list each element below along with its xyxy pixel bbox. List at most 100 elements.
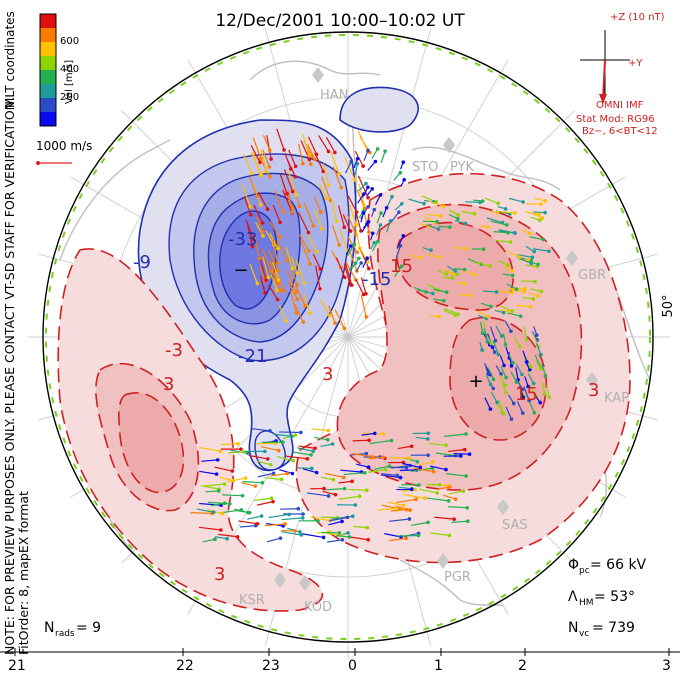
velocity-vector	[513, 337, 521, 347]
velocity-vector-dot	[281, 440, 285, 444]
velocity-vector	[318, 135, 330, 152]
velocity-vector	[228, 451, 245, 454]
velocity-vector-dot	[378, 193, 383, 197]
velocity-vector	[483, 328, 489, 342]
velocity-vector-dot	[459, 454, 463, 458]
velocity-vector	[331, 224, 340, 246]
velocity-vector-dot	[429, 248, 433, 253]
velocity-vector-dot	[267, 148, 272, 152]
velocity-vector-dot	[447, 533, 452, 538]
velocity-vector-dot	[222, 482, 227, 486]
velocity-vector-dot	[214, 472, 219, 476]
mlt-axis: 21 22 23 0 1 2 3	[8, 648, 671, 674]
velocity-vector-dot	[426, 520, 430, 525]
colorbar-segment	[40, 42, 56, 57]
velocity-vector-dot	[431, 469, 436, 474]
velocity-vector-dot	[361, 211, 366, 215]
velocity-vector-dot	[342, 326, 347, 331]
velocity-vector-dot	[397, 210, 401, 214]
preview-notice: NOTE: FOR PREVIEW PURPOSES ONLY. PLEASE …	[2, 97, 17, 655]
mlt-tick-label: 2	[518, 658, 527, 674]
velocity-vector-dot	[287, 512, 292, 517]
velocity-vector	[252, 137, 262, 159]
velocity-vector-dot	[512, 231, 517, 235]
velocity-vector-dot	[349, 159, 353, 164]
velocity-vector-dot	[453, 497, 458, 502]
velocity-vector-dot	[249, 212, 253, 217]
velocity-vector-dot	[257, 256, 262, 261]
velocity-vector	[277, 240, 288, 262]
velocity-vector-dot	[503, 342, 508, 347]
velocity-vector-dot	[450, 276, 455, 280]
velocity-vector-dot	[480, 348, 484, 352]
colorbar-segment	[40, 98, 56, 113]
velocity-colorbar: 600 400 200	[39, 13, 79, 127]
velocity-vector	[444, 433, 467, 437]
velocity-vector-dot	[541, 237, 546, 242]
velocity-vector-dot	[269, 157, 273, 161]
velocity-vector-dot	[424, 290, 428, 294]
velocity-vector-dot	[456, 216, 460, 221]
hm-boundary	[45, 34, 651, 640]
velocity-vector	[408, 198, 425, 205]
velocity-vector-dot	[520, 411, 525, 415]
velocity-vector-dot	[431, 291, 435, 296]
velocity-vector	[493, 231, 509, 234]
mlt-tick-label: 0	[348, 658, 357, 674]
velocity-vector-dot	[308, 262, 312, 266]
velocity-vector	[238, 520, 258, 525]
pcp-value: = 66 kV	[590, 557, 647, 573]
velocity-vector	[279, 173, 288, 194]
velocity-vector-dot	[284, 318, 288, 323]
velocity-vector	[319, 298, 331, 316]
velocity-vector-dot	[520, 372, 524, 377]
velocity-vector	[202, 538, 216, 543]
velocity-vector-dot	[278, 288, 282, 293]
velocity-vector-dot	[413, 487, 417, 492]
velocity-vector	[398, 486, 412, 490]
vector-scale-dot	[36, 161, 40, 165]
velocity-vector	[501, 382, 507, 393]
velocity-vector	[200, 484, 220, 490]
velocity-vector-dot	[298, 530, 302, 534]
velocity-vector-dot	[506, 230, 511, 235]
velocity-vector-dot	[276, 269, 281, 273]
mlt-tick-label: 22	[176, 658, 194, 674]
velocity-vector-dot	[526, 258, 530, 262]
velocity-vector	[376, 224, 381, 236]
velocity-vector-dot	[543, 374, 548, 378]
velocity-vector-dot	[388, 218, 393, 223]
velocity-vector-dot	[348, 244, 353, 248]
velocity-vector	[508, 197, 524, 203]
velocity-vector-dot	[316, 519, 320, 523]
velocity-vector-dot	[404, 466, 409, 470]
velocity-vector-dot	[340, 519, 344, 524]
velocity-vector-dot	[279, 477, 284, 482]
velocity-vector-dot	[330, 442, 335, 446]
velocity-vector-dot	[441, 204, 446, 209]
velocity-vector-dot	[308, 162, 313, 166]
velocity-vector-dot	[326, 183, 331, 187]
velocity-vector-dot	[495, 400, 499, 405]
colorbar-segment	[40, 70, 56, 85]
velocity-vector	[347, 488, 367, 491]
velocity-vector	[331, 200, 338, 222]
velocity-vector-dot	[527, 398, 531, 403]
velocity-vector-dot	[485, 340, 490, 344]
velocity-vector-dot	[309, 453, 313, 457]
velocity-vector-dot	[538, 367, 543, 371]
velocity-vector	[495, 239, 511, 243]
velocity-vector-dot	[480, 331, 485, 335]
velocity-vector-dot	[245, 451, 250, 455]
velocity-vector-dot	[367, 266, 371, 271]
velocity-vector	[453, 247, 467, 250]
velocity-vector	[288, 149, 297, 167]
velocity-vector-dot	[372, 431, 377, 436]
velocity-vector-dot	[283, 522, 287, 526]
velocity-vector-dot	[404, 536, 408, 541]
velocity-vector	[262, 256, 270, 278]
station-marker	[586, 372, 598, 388]
imf-clock	[580, 30, 630, 104]
velocity-vector	[395, 245, 401, 258]
velocity-vector	[541, 363, 547, 377]
